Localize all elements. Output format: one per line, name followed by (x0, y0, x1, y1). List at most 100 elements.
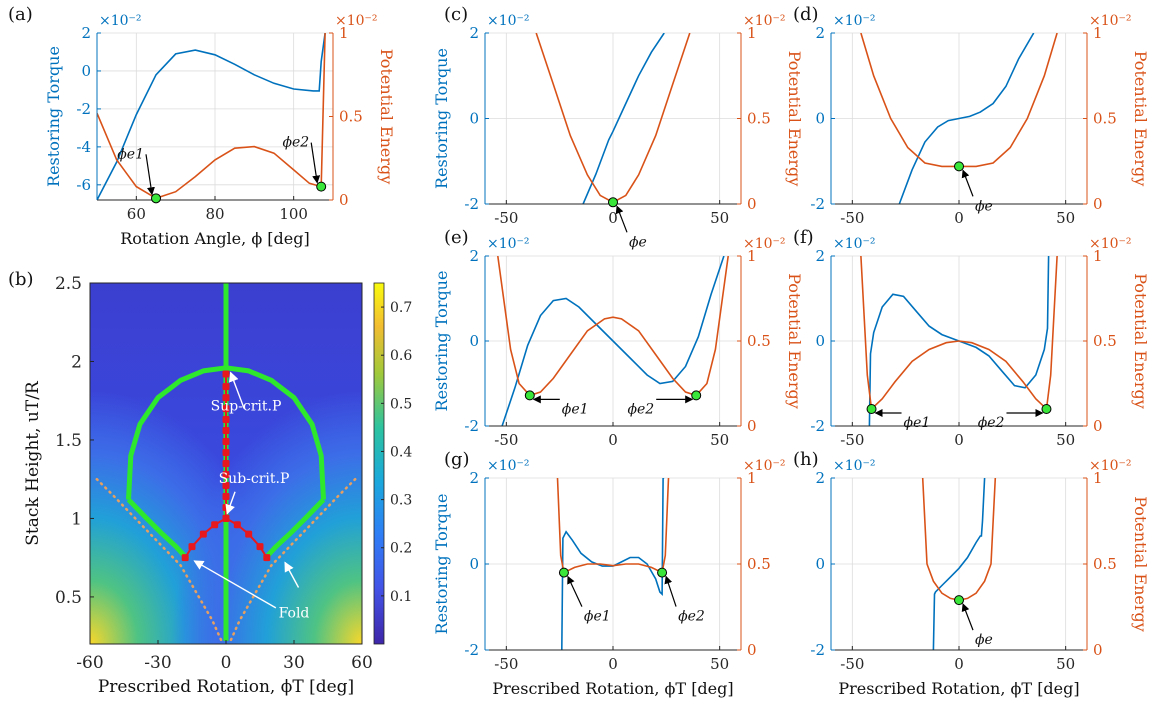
x-tick-label: -50 (840, 655, 864, 673)
equilibrium-label: ϕe2 (627, 401, 654, 417)
x-tick-label: 0 (608, 431, 618, 449)
unstable-point (222, 370, 230, 378)
y-tick-label-right: 0.5 (747, 555, 771, 573)
y-tick-label: 0.5 (55, 588, 82, 608)
y-tick-label-right: 1 (1093, 469, 1103, 487)
scale-factor-left: ×10⁻² (833, 458, 876, 474)
scale-factor-left: ×10⁻² (99, 13, 142, 29)
x-axis-label: Prescribed Rotation, ϕT [deg] (838, 679, 1079, 698)
x-tick-label: 50 (710, 209, 729, 227)
scale-factor-left: ×10⁻² (487, 236, 530, 252)
scale-factor-left: ×10⁻² (487, 458, 530, 474)
equilibrium-marker (151, 193, 161, 204)
fold-line (229, 477, 357, 643)
y-tick-label-left: 0 (81, 62, 91, 80)
y-tick-label: 2 (71, 352, 82, 372)
y-tick-label-left: -2 (810, 641, 825, 659)
scale-factor-left: ×10⁻² (833, 13, 876, 29)
torque-curve (898, 33, 1035, 204)
scale-factor-right: ×10⁻² (743, 13, 786, 29)
equilibrium-label: ϕe (629, 234, 647, 250)
y-tick-label-right: 0.5 (1093, 110, 1117, 128)
equilibrium-label: ϕe (975, 632, 993, 648)
annotation-arrow (310, 142, 321, 184)
unstable-point (233, 521, 241, 529)
y-axis-label-right: Potential Energy (785, 51, 804, 187)
y-tick-label: 2.5 (55, 274, 82, 294)
x-tick-label: 50 (710, 655, 729, 673)
fold-line (95, 477, 223, 643)
x-tick-label: -50 (840, 209, 864, 227)
annotation-arrow (961, 603, 974, 631)
stable-branch (126, 365, 326, 500)
annotation-arrow (229, 371, 245, 409)
unstable-point (222, 492, 230, 500)
y-tick-label-left: 2 (469, 24, 479, 42)
equilibrium-marker (524, 390, 535, 401)
x-tick-label: 60 (351, 653, 373, 673)
panel-label: (e) (444, 227, 469, 248)
colorbar (373, 282, 385, 645)
panel-b: Sup-crit.P Sub-crit.P Fold -60 -30 0 30 60 0.5 1 1… (8, 269, 412, 697)
y-tick-label-right: 0.5 (747, 110, 771, 128)
equilibrium-marker (657, 567, 668, 578)
x-tick-label: -50 (494, 431, 518, 449)
y-tick-label-left: 2 (815, 469, 825, 487)
torque-curve (561, 478, 665, 650)
y-axis-label-right: Potential Energy (785, 273, 804, 409)
y-tick-label-left: 0 (815, 555, 825, 573)
x-tick-label: -30 (144, 653, 171, 673)
y-tick-label-right: 1 (1093, 24, 1103, 42)
panel-label: (h) (793, 449, 819, 470)
x-tick-label: 60 (127, 205, 146, 223)
panel-label: (g) (444, 449, 470, 470)
y-tick-label: 1.5 (55, 431, 82, 451)
y-tick-label-right: 0 (339, 191, 349, 209)
y-axis-label-left: Restoring Torque (432, 271, 451, 412)
x-tick-label: 30 (283, 653, 305, 673)
colorbar-tick-label: 0.7 (390, 300, 412, 316)
colorbar-tick-label: 0.3 (390, 493, 412, 509)
y-tick-label-right: 0 (747, 195, 757, 213)
y-axis-label-right: Potential Energy (1131, 496, 1150, 632)
y-tick-label-left: -2 (464, 417, 479, 435)
x-tick-label: 0 (608, 209, 618, 227)
equilibrium-label: ϕe1 (562, 401, 589, 417)
equilibrium-label: ϕe1 (117, 146, 144, 162)
panel-label: (c) (444, 4, 468, 25)
x-tick-label: 50 (1056, 431, 1075, 449)
x-tick-label: 0 (608, 655, 618, 673)
y-axis-label-right: Potential Energy (1131, 273, 1150, 409)
y-tick-label-right: 0 (747, 641, 757, 659)
y-tick-label-left: 0 (469, 555, 479, 573)
annotation-arrow (284, 561, 300, 588)
y-tick-label-right: 0.5 (747, 332, 771, 350)
y-axis-label-left: Restoring Torque (432, 48, 451, 189)
torque-curve (97, 33, 326, 200)
y-tick-label-right: 1 (747, 24, 757, 42)
y-tick-label-left: -2 (76, 100, 91, 118)
x-tick-label: 0 (954, 431, 964, 449)
equilibrium-marker (866, 404, 877, 414)
scale-factor-right: ×10⁻² (1089, 458, 1132, 474)
x-tick-label: 80 (205, 205, 224, 223)
y-tick-label-right: 0 (1093, 641, 1103, 659)
y-tick-label-left: 2 (815, 24, 825, 42)
y-axis-label-right: Potential Energy (1131, 51, 1150, 187)
stable-branch (262, 497, 326, 561)
unstable-point (181, 554, 189, 562)
colorbar-tick-label: 0.6 (390, 348, 412, 364)
unstable-point (222, 481, 230, 489)
torque-curve (501, 256, 725, 426)
unstable-point (188, 543, 196, 551)
y-tick-label-right: 1 (747, 247, 757, 265)
equilibrium-label: ϕe2 (978, 415, 1005, 431)
panel-label: (f) (793, 227, 814, 248)
y-axis-label-right: Potential Energy (377, 49, 396, 185)
equilibrium-label: ϕe (975, 198, 993, 214)
colorbar-tick-label: 0.2 (390, 541, 412, 557)
